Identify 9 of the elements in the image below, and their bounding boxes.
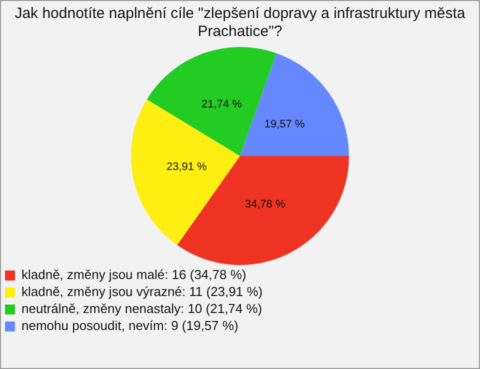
data-label: 23,91 % [166,161,208,174]
legend-label: nemohu posoudit, nevím: 9 (19,57 %) [22,318,238,334]
data-label: 19,57 % [264,118,305,131]
data-label: 21,74 % [202,98,242,111]
legend-label: neutrálně, změny nenastaly: 10 (21,74 %) [22,301,262,316]
legend-label: kladně, změny jsou malé: 16 (34,78 %) [22,267,246,282]
legend-label: kladně, změny jsou výrazné: 11 (23,91 %) [22,284,263,300]
chart-title: Jak hodnotíte naplnění cíle "zlepšení dopravy a infrastruktury města Prachatice"? [14,5,466,41]
data-label: 34,78 % [244,198,286,210]
